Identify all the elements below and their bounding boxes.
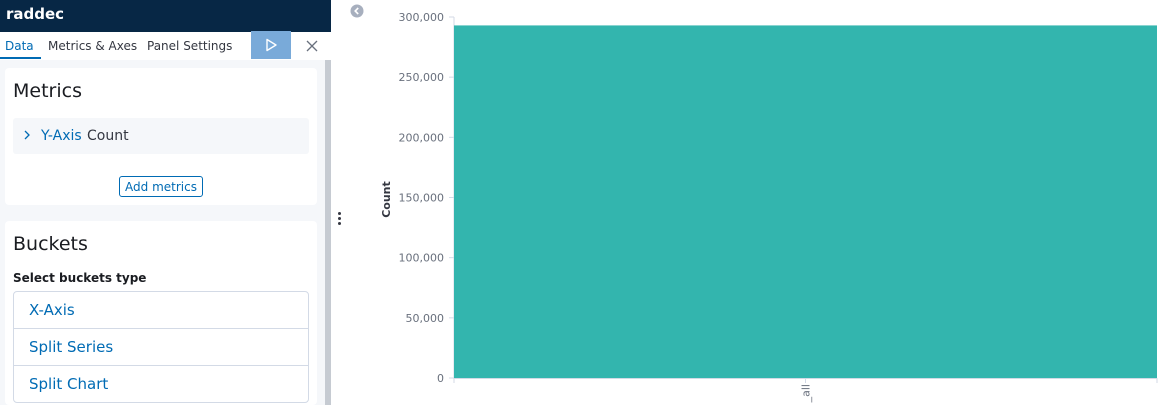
collapse-sidebar-icon[interactable] [350, 4, 364, 18]
bar-chart: 0 50,000 100,000 150,000 200,000 250,000 300,0… [380, 11, 1158, 403]
close-icon [306, 40, 318, 52]
y-axis-title: Count [380, 181, 393, 218]
index-pattern-title: raddec [6, 5, 65, 23]
resize-handle[interactable] [336, 212, 342, 228]
bucket-type-list: X-Axis Split Series Split Chart [13, 291, 309, 403]
metrics-panel: Metrics Y-Axis Count Add metrics [5, 68, 317, 205]
sidebar-scrollbar[interactable] [325, 60, 331, 405]
y-axis-tick-label: 300,000 [399, 11, 445, 24]
y-axis-tick-label: 100,000 [399, 252, 445, 265]
bar-_all[interactable] [454, 25, 1157, 378]
index-pattern-title-bar: raddec [0, 0, 331, 32]
y-axis-tick-label: 200,000 [399, 131, 445, 144]
metric-aggregation: Count [87, 128, 129, 144]
x-axis-tick-label: _all [800, 384, 813, 403]
editor-sidebar: raddec Data Metrics & Axes Panel Setting… [0, 0, 331, 405]
apply-changes-button[interactable] [251, 31, 291, 59]
bucket-type-x-axis[interactable]: X-Axis [14, 292, 308, 329]
y-axis-tick-label: 250,000 [399, 71, 445, 84]
buckets-panel: Buckets Select buckets type X-Axis Split… [5, 221, 317, 405]
tab-panel-settings[interactable]: Panel Settings [147, 39, 233, 53]
tab-data[interactable]: Data [5, 39, 34, 53]
play-icon [266, 38, 277, 52]
bucket-type-split-chart[interactable]: Split Chart [29, 375, 109, 393]
metric-y-axis-label[interactable]: Y-Axis [41, 128, 82, 144]
y-axis-tick-label: 50,000 [406, 312, 445, 325]
metric-y-axis-item[interactable]: Y-Axis Count [13, 118, 309, 154]
buckets-title: Buckets [13, 233, 88, 255]
y-axis-tick-label: 0 [437, 372, 444, 385]
chevron-right-icon[interactable] [22, 129, 32, 141]
active-tab-indicator [0, 57, 41, 59]
metrics-title: Metrics [13, 80, 82, 102]
tab-metrics-axes[interactable]: Metrics & Axes [48, 39, 138, 53]
visualization-chart: 0 50,000 100,000 150,000 200,000 250,000 300,0… [372, 0, 1161, 405]
select-buckets-label: Select buckets type [13, 271, 147, 285]
bucket-type-split-series[interactable]: Split Series [14, 329, 308, 366]
add-metrics-button[interactable]: Add metrics [119, 176, 203, 197]
y-axis-tick-label: 150,000 [399, 192, 445, 205]
discard-changes-button[interactable] [298, 32, 326, 60]
